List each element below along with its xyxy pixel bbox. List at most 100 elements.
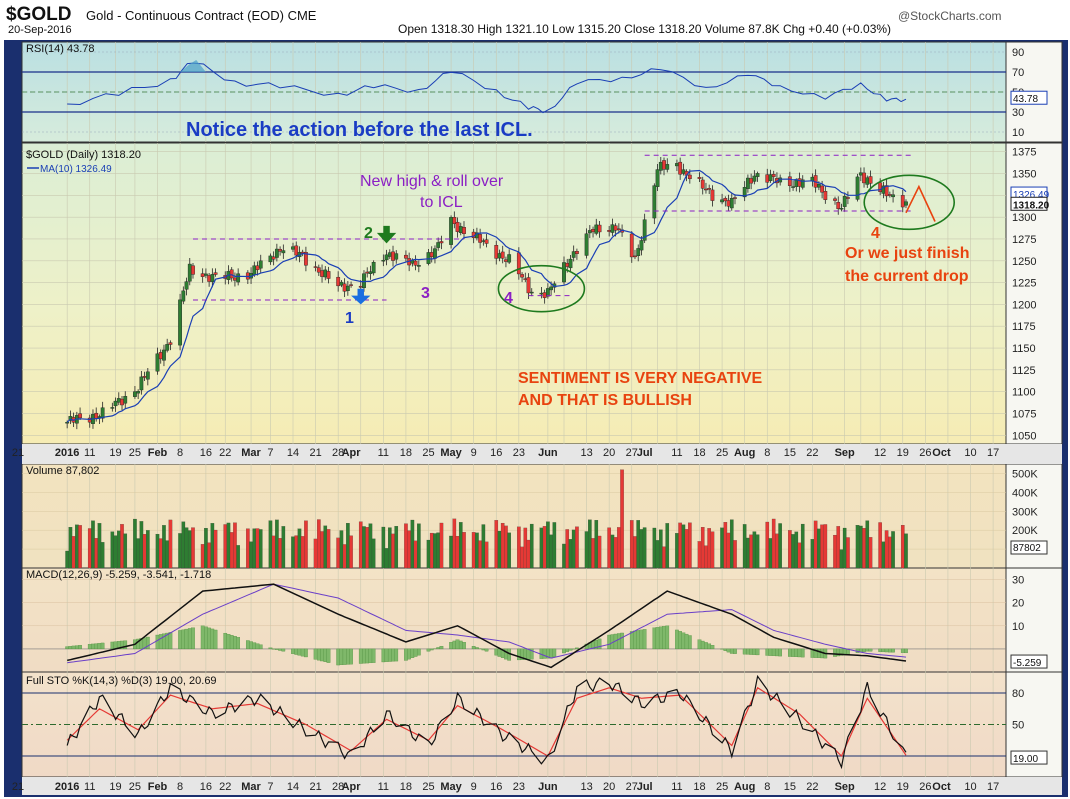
price-candle <box>794 180 799 187</box>
macd-histogram-bar <box>387 648 392 662</box>
rsi-tick-label: 90 <box>1012 47 1024 59</box>
macd-histogram-bar <box>817 648 821 658</box>
volume-bar <box>565 529 570 569</box>
volume-bar <box>471 532 476 569</box>
macd-histogram-bar <box>787 648 792 657</box>
x-tick-label: 8 <box>764 447 770 459</box>
price-candle <box>484 239 489 244</box>
volume-bar <box>133 518 137 569</box>
price-candle <box>120 398 124 406</box>
price-candle <box>394 253 399 260</box>
price-candle <box>820 185 824 193</box>
macd-histogram-bar <box>726 648 731 653</box>
volume-bar <box>323 525 328 569</box>
macd-histogram-bar <box>617 633 621 650</box>
price-candle <box>358 285 363 288</box>
volume-bar <box>294 535 299 569</box>
volume-bar <box>529 523 534 569</box>
price-candle <box>704 188 708 191</box>
macd-histogram-bar <box>123 640 128 650</box>
price-down-arrow <box>376 225 397 244</box>
macd-histogram-bar <box>304 648 308 658</box>
price-candle <box>800 179 805 188</box>
x-tick-label: 17 <box>987 781 999 793</box>
macd-histogram-bar <box>207 627 211 650</box>
volume-bar <box>542 526 547 569</box>
volume-bar <box>116 530 121 569</box>
volume-bar <box>110 531 115 569</box>
price-candle <box>868 176 873 184</box>
volume-bar <box>162 525 166 569</box>
price-candle <box>416 265 421 267</box>
volume-bar <box>629 520 634 569</box>
volume-bar <box>200 544 205 569</box>
volume-bar <box>665 523 670 569</box>
price-candle <box>613 225 618 231</box>
x-tick-label: 9 <box>471 447 477 459</box>
volume-bar <box>610 534 615 569</box>
x-tick-label: 22 <box>806 447 818 459</box>
volume-bar <box>865 520 870 569</box>
macd-histogram-bar <box>900 648 905 653</box>
price-candle <box>142 376 147 378</box>
price-candle <box>865 177 870 185</box>
price-candle <box>255 265 260 271</box>
volume-bar <box>620 469 624 569</box>
rsi-tick-label: 30 <box>1012 107 1024 119</box>
macd-histogram-bar <box>381 648 386 663</box>
price-candle <box>642 219 647 241</box>
x-tick-label: 21 <box>12 447 24 459</box>
x-tick-label: 28 <box>332 781 344 793</box>
volume-bar <box>820 524 824 569</box>
macd-histogram-bar <box>168 632 173 650</box>
price-candle <box>326 271 331 279</box>
volume-bar <box>642 527 647 569</box>
price-tick-label: 1350 <box>1012 169 1036 181</box>
price-candle <box>494 245 499 259</box>
macd-histogram-bar <box>258 644 263 650</box>
macd-histogram-bar <box>687 635 692 650</box>
macd-histogram-bar <box>268 647 273 650</box>
macd-histogram-bar <box>349 648 353 665</box>
macd-histogram-bar <box>800 648 805 658</box>
price-candle <box>504 259 508 262</box>
volume-bar <box>433 533 437 569</box>
macd-histogram-bar <box>684 633 689 650</box>
macd-histogram-bar <box>100 642 105 650</box>
macd-histogram-bar <box>181 629 186 650</box>
volume-bar <box>681 524 686 569</box>
x-tick-label: 20 <box>603 447 615 459</box>
volume-bar <box>771 518 776 569</box>
volume-bar <box>78 525 82 569</box>
price-candle <box>65 421 70 424</box>
sto-last-box <box>1010 750 1048 765</box>
price-candle <box>426 252 431 264</box>
volume-bar <box>136 538 140 569</box>
price-candle <box>113 400 118 407</box>
volume-bar <box>862 528 866 569</box>
price-candle <box>439 241 444 244</box>
x-tick-label: 19 <box>897 781 909 793</box>
x-tick-label: 14 <box>287 781 299 793</box>
macd-histogram-bar <box>884 648 889 653</box>
price-candle <box>100 407 105 419</box>
price-annotation: New high & roll over <box>360 173 504 190</box>
volume-bar <box>300 536 305 569</box>
price-candle <box>520 274 524 278</box>
macd-histogram-bar <box>652 627 657 650</box>
macd-histogram-bar <box>71 645 76 650</box>
volume-bar <box>165 540 169 569</box>
volume-bar <box>342 544 347 569</box>
macd-histogram-bar <box>191 627 195 650</box>
volume-bar <box>517 526 521 569</box>
sto-last-label: 19.00 <box>1013 754 1038 765</box>
price-candle <box>633 255 637 258</box>
x-tick-label: 25 <box>716 781 728 793</box>
volume-bar <box>146 530 150 569</box>
price-candle <box>78 413 82 419</box>
price-candle <box>168 342 173 345</box>
volume-bar <box>768 538 773 569</box>
macd-histogram-bar <box>110 641 115 650</box>
price-candle <box>342 283 347 292</box>
